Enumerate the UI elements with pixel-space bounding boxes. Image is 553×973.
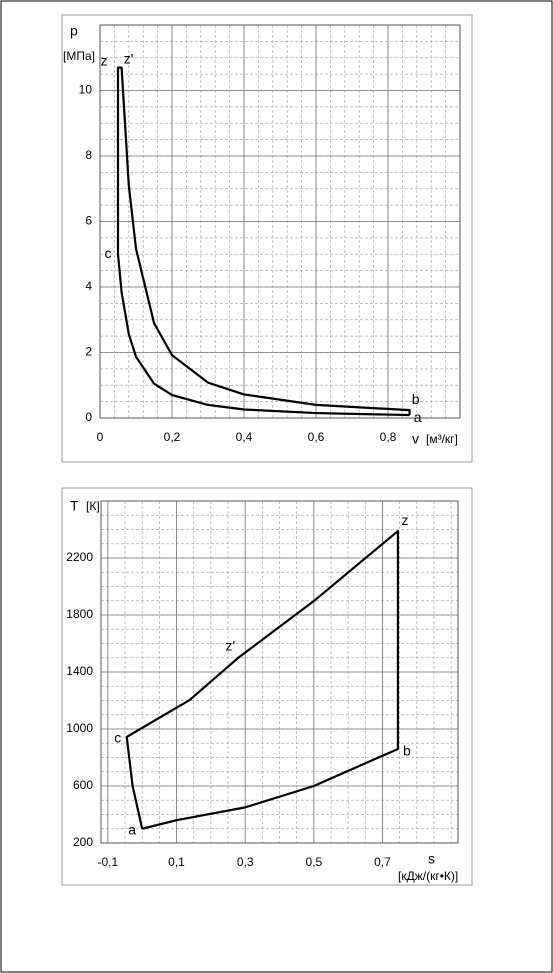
x-tick-label: -0,1 — [98, 855, 119, 869]
x-axis-unit: [кДж/(кг•К)] — [398, 869, 458, 883]
y-axis-unit: [К] — [86, 499, 100, 513]
y-tick-label: 2200 — [66, 550, 93, 564]
cycle-line — [125, 529, 400, 830]
x-axis-label: v — [412, 431, 419, 447]
plot-border — [100, 500, 459, 844]
x-tick-label: 0,5 — [305, 855, 322, 869]
y-axis-label: p — [70, 23, 78, 39]
y-axis-unit: [МПа] — [63, 49, 95, 63]
y-tick-label: 8 — [85, 148, 92, 162]
y-tick-label: 1400 — [66, 664, 93, 678]
point-label: z — [401, 512, 408, 528]
point-label: c — [114, 730, 121, 746]
point-label: b — [403, 743, 411, 759]
x-tick-label: 0,6 — [308, 430, 325, 444]
point-label: a — [414, 409, 422, 425]
x-tick-label: 0,1 — [168, 855, 185, 869]
y-tick-label: 1800 — [66, 607, 93, 621]
y-tick-label: 6 — [85, 214, 92, 228]
point-label: z — [101, 52, 108, 68]
x-tick-label: 0,4 — [236, 430, 253, 444]
point-label: b — [412, 391, 420, 407]
point-label: c — [105, 245, 112, 261]
x-tick-label: 0,8 — [380, 430, 397, 444]
y-tick-label: 2 — [85, 345, 92, 359]
x-axis-label: s — [428, 851, 435, 867]
point-label: z' — [124, 50, 134, 66]
point-label: a — [128, 821, 136, 837]
y-axis-label: T — [70, 498, 79, 514]
y-tick-label: 1000 — [66, 721, 93, 735]
y-tick-label: 0 — [85, 410, 92, 424]
point-label: z' — [225, 637, 235, 653]
plot-border — [99, 24, 461, 419]
x-tick-label: 0,3 — [237, 855, 254, 869]
x-axis-unit: [м³/кг] — [426, 432, 458, 446]
x-tick-label: 0 — [97, 430, 104, 444]
cycle-line — [116, 66, 411, 417]
x-tick-label: 0,2 — [164, 430, 181, 444]
y-tick-label: 200 — [73, 835, 93, 849]
chart-frame — [61, 487, 473, 886]
y-tick-label: 600 — [73, 778, 93, 792]
y-tick-label: 4 — [85, 279, 92, 293]
x-tick-label: 0,7 — [374, 855, 391, 869]
y-tick-label: 10 — [79, 83, 93, 97]
chart-frame — [61, 14, 473, 463]
